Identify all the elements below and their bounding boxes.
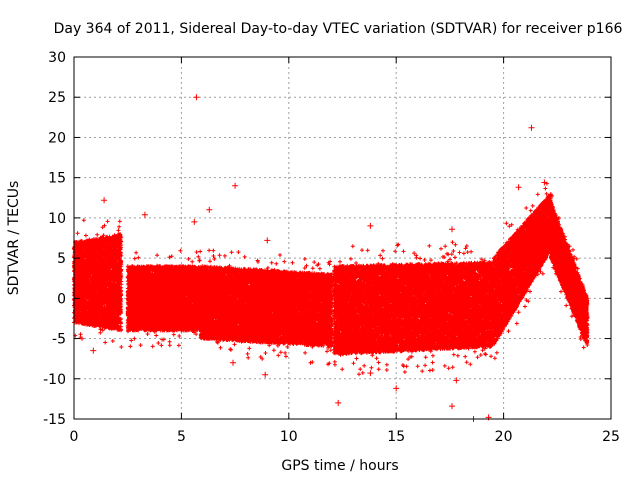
y-tick-label: 5 — [57, 251, 66, 267]
x-tick-label: 25 — [602, 429, 620, 445]
outlier-point — [90, 347, 97, 354]
y-tick-label: -10 — [43, 372, 66, 388]
data-segment — [331, 240, 495, 377]
y-axis-label: SDTVAR / TECUs — [6, 181, 22, 296]
outlier-point — [191, 218, 198, 225]
axis-ticks: 0 5 10 15 20 25 -15 -10 -5 0 5 10 15 20 25 30 — [43, 50, 620, 445]
outlier-point — [367, 370, 374, 377]
outlier-point — [264, 237, 271, 244]
outlier-point — [449, 403, 455, 410]
outlier-point — [393, 385, 400, 392]
x-tick-label: 20 — [495, 429, 513, 445]
x-tick-label: 10 — [280, 429, 298, 445]
outlier-point — [541, 179, 548, 186]
y-tick-label: 10 — [48, 211, 66, 227]
data-segment — [198, 248, 334, 367]
outlier-point — [193, 94, 200, 101]
data-segment — [490, 181, 553, 361]
outlier-point — [515, 184, 522, 191]
y-tick-label: -5 — [52, 332, 66, 348]
chart-title: Day 364 of 2011, Sidereal Day-to-day VTE… — [54, 21, 623, 37]
outlier-point — [101, 197, 108, 204]
outlier-point — [206, 206, 213, 213]
outlier-point — [232, 182, 239, 189]
outlier-point — [262, 371, 269, 378]
y-tick-label: 30 — [48, 50, 66, 66]
x-tick-label: 5 — [177, 429, 186, 445]
x-tick-label: 15 — [387, 429, 405, 445]
outlier-point — [453, 377, 460, 384]
y-tick-label: 0 — [57, 291, 66, 307]
outlier-point — [335, 399, 342, 406]
outlier-point — [367, 222, 374, 229]
y-tick-label: 15 — [48, 171, 66, 187]
data-segment — [548, 194, 590, 350]
outlier-point — [230, 359, 236, 366]
y-tick-label: 20 — [48, 130, 66, 146]
y-tick-label: 25 — [48, 90, 66, 106]
outlier-point — [449, 226, 455, 233]
outlier-point — [141, 211, 148, 218]
outlier-point — [528, 124, 535, 131]
y-tick-label: -15 — [43, 412, 66, 428]
grid-lines — [74, 57, 611, 419]
data-segment — [125, 248, 203, 349]
x-axis-label: GPS time / hours — [281, 458, 398, 474]
x-tick-label: 0 — [70, 429, 79, 445]
plot-frame — [73, 56, 612, 420]
data-segment — [72, 218, 124, 349]
